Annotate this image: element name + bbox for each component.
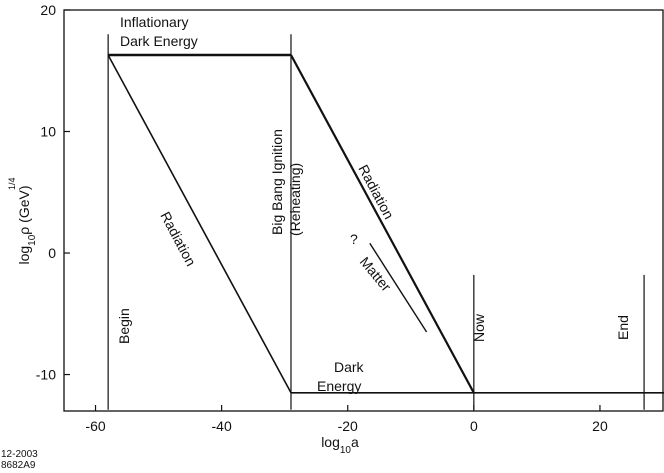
plot-area: -60 -40 -20 0 20 -10 0 10 20 (36, 2, 664, 434)
inflationary-label-line1: Inflationary (120, 14, 188, 30)
now-label: Now (471, 313, 487, 342)
x-tick-label: -20 (338, 418, 358, 434)
x-tick-label: 0 (470, 418, 478, 434)
y-axis-label-superscript: 1/4 (7, 177, 17, 190)
y-ticks: -10 0 10 20 (36, 2, 70, 383)
radiation-left-label: Radiation (157, 209, 199, 269)
footnote-id: 8682A9 (1, 460, 36, 471)
y-axis-label: log10ρ (GeV) (16, 185, 38, 264)
density-lines (107, 53, 664, 394)
x-tick-label: -40 (212, 418, 232, 434)
x-ticks: -60 -40 -20 0 20 (85, 405, 608, 434)
dark-energy-label-line1: Dark (334, 359, 365, 375)
x-tick-label: -60 (85, 418, 105, 434)
big-bang-label-line2: (Reheating) (287, 163, 303, 236)
series-line-rad-left (107, 54, 292, 394)
inflationary-label-line2: Dark Energy (120, 33, 198, 49)
y-tick-label: -10 (36, 367, 56, 383)
footnote-date: 12-2003 (1, 449, 38, 460)
dark-energy-label-line2: Energy (317, 378, 361, 394)
series-line-matter (369, 242, 428, 333)
y-tick-label: 20 (40, 2, 56, 18)
x-tick-label: 20 (592, 418, 608, 434)
series-line-rad-right (290, 54, 475, 394)
vertical-markers (107, 34, 645, 410)
begin-label: Begin (116, 308, 132, 344)
question-mark-label: ? (350, 231, 358, 247)
y-tick-label: 10 (40, 124, 56, 140)
end-label: End (615, 315, 631, 340)
plot-frame (63, 9, 664, 412)
big-bang-label-line1: Big Bang Ignition (269, 129, 285, 235)
y-tick-label: 0 (48, 245, 56, 261)
x-axis-label: log10a (321, 434, 359, 456)
y-axis-label-group: log10ρ (GeV) 1/4 (7, 177, 38, 264)
